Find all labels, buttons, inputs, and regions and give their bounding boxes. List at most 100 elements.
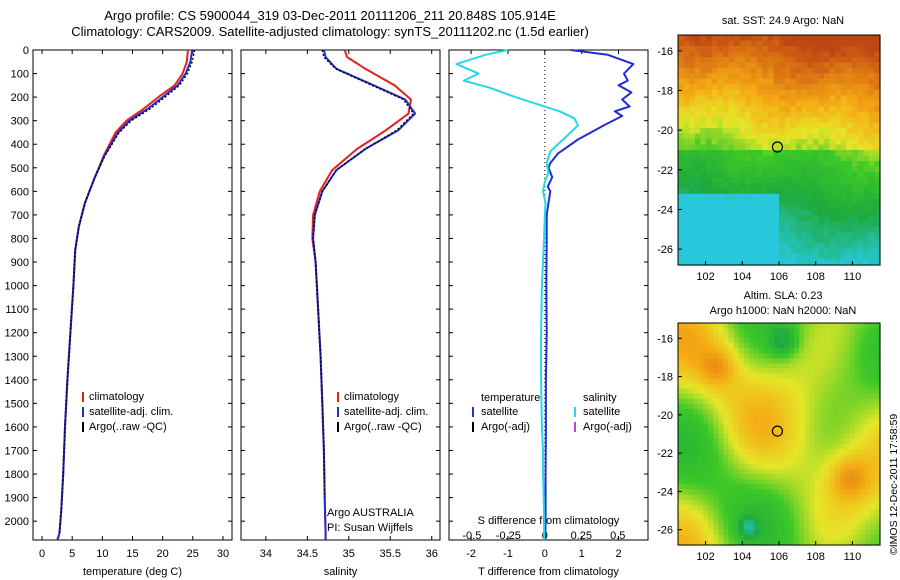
sst-map-cell: [767, 128, 774, 135]
sla-map-cell: [763, 413, 770, 420]
depth-tick-label: 1100: [5, 304, 29, 316]
sst-map-cell: [840, 221, 847, 228]
sla-map-cell: [693, 358, 699, 364]
sla-map-cell: [784, 378, 790, 385]
sst-map-cell: [722, 35, 730, 42]
sla-map-cell: [804, 479, 810, 486]
sst-map-cell: [823, 89, 831, 96]
sst-map-cell: [829, 199, 836, 206]
sla-map-cell: [713, 353, 719, 359]
sst-map-cell: [795, 45, 803, 53]
sla-map-cell: [844, 428, 851, 435]
sst-map-cell: [801, 155, 808, 162]
sst-map-cell: [683, 78, 690, 85]
sla-map-cell: [864, 489, 871, 496]
sst-map-cell: [767, 139, 774, 146]
sla-map-cell: [854, 338, 861, 344]
sst-map-cell: [773, 248, 780, 255]
sst-map-cell: [694, 133, 702, 140]
sla-map-cell: [804, 398, 810, 405]
sst-map-cell: [795, 182, 803, 189]
sst-map-cell: [711, 128, 718, 135]
sla-map-cell: [824, 428, 831, 435]
sst-map-cell: [750, 100, 758, 107]
sst-map-cell: [711, 35, 718, 42]
difference-legend-temperature-label: satellite: [481, 406, 518, 418]
sla-map-cell: [713, 418, 719, 425]
sla-map-cell: [809, 444, 815, 450]
sla-map-cell: [789, 403, 795, 410]
sst-map-cell: [700, 133, 707, 140]
sst-map-cell: [846, 248, 853, 255]
sst-map-cell: [678, 73, 685, 80]
sst-map-cell: [700, 254, 707, 261]
sla-map-cell: [768, 474, 775, 481]
sla-map-cell: [683, 418, 689, 425]
sst-map-cell: [840, 40, 847, 47]
sst-map-cell: [857, 51, 864, 58]
sst-map-cell: [874, 188, 881, 195]
sla-map-cell: [824, 434, 831, 440]
sla-map-cell: [874, 358, 881, 364]
sla-map-cell: [809, 479, 815, 486]
sla-map-cell: [748, 363, 755, 370]
sst-map-cell: [801, 139, 808, 146]
sla-map-cell: [859, 363, 866, 370]
sla-map-cell: [784, 338, 790, 344]
sla-map-cell: [854, 454, 861, 460]
sst-map-cell: [706, 210, 713, 217]
sst-map-cell: [823, 232, 831, 239]
sla-map-cell: [854, 343, 861, 349]
sla-map-cell: [849, 343, 856, 349]
sla-map-cell: [844, 464, 851, 470]
sla-map-cell: [693, 378, 699, 385]
sla-map-cell: [849, 348, 856, 354]
sla-map-cell: [804, 353, 810, 359]
sst-map-cell: [863, 100, 870, 107]
sla-map-cell: [849, 479, 856, 486]
sla-map-cell: [728, 459, 735, 465]
sla-map-cell: [839, 353, 846, 359]
sla-map-cell: [753, 388, 760, 395]
sst-map-cell: [874, 248, 881, 255]
sst-map-cell: [678, 67, 685, 74]
sla-map-cell: [859, 529, 866, 536]
sst-map-cell: [851, 133, 859, 140]
sla-map-cell: [773, 534, 780, 541]
sla-map-cell: [834, 328, 841, 334]
sst-map-cell: [846, 166, 853, 173]
sst-map-cell: [846, 95, 853, 102]
sst-map-cell: [750, 73, 758, 80]
sla-map-cell: [728, 454, 735, 460]
sst-map-cell: [767, 166, 774, 173]
sla-map-cell: [743, 383, 750, 390]
sst-map-cell: [857, 243, 864, 250]
sla-map-cell: [708, 489, 714, 496]
sst-map-cell: [773, 199, 780, 206]
difference-xtick-label: 2: [615, 548, 621, 560]
sla-map-cell: [859, 373, 866, 380]
sst-map-cell: [773, 221, 780, 228]
sst-map-cell: [846, 188, 853, 195]
sla-map-cell: [683, 328, 689, 334]
sla-map-cell: [718, 439, 725, 445]
sla-map-cell: [753, 479, 760, 486]
sla-map-cell: [869, 398, 876, 405]
sla-map-cell: [748, 423, 755, 430]
sla-map-cell: [814, 358, 820, 364]
sla-map-cell: [688, 328, 694, 334]
sla-map-cell: [738, 378, 745, 385]
sla-map-cell: [728, 328, 735, 334]
sst-map-cell: [823, 51, 831, 58]
sla-map-cell: [789, 388, 795, 395]
sla-map-cell: [708, 524, 714, 531]
sst-map-cell: [745, 259, 752, 266]
sla-map-cell: [784, 489, 790, 496]
sst-map-cell: [750, 56, 758, 63]
sla-map-cell: [799, 514, 805, 521]
sst-map-cell: [756, 215, 763, 222]
sla-map-cell: [839, 393, 846, 400]
sst-map-cell: [762, 182, 769, 189]
sst-map-cell: [795, 155, 803, 162]
sst-map-cell: [711, 237, 718, 244]
